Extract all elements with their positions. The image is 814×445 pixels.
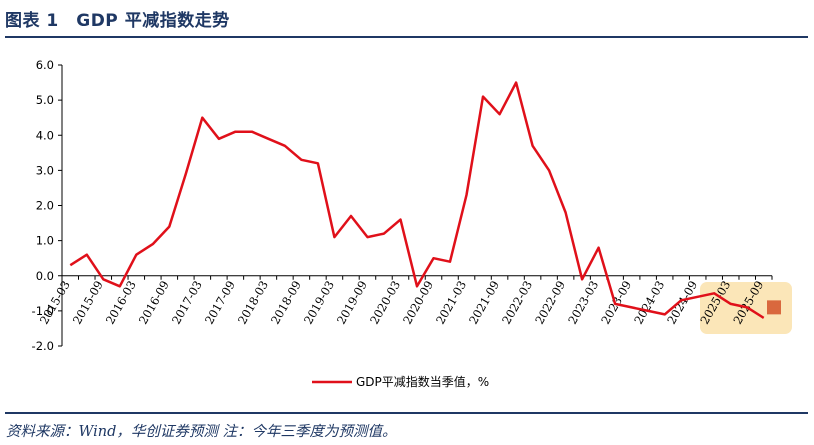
x-tick-label: 2022-03 bbox=[499, 278, 535, 326]
y-tick-label: -1.0 bbox=[32, 304, 54, 318]
x-tick-label: 2017-03 bbox=[169, 278, 205, 326]
y-tick-label: 3.0 bbox=[36, 163, 54, 177]
legend: GDP平减指数当季值，% bbox=[312, 374, 489, 389]
y-tick-label: 5.0 bbox=[36, 93, 54, 107]
y-tick-label: 2.0 bbox=[36, 199, 54, 213]
x-tick-label: 2019-09 bbox=[334, 278, 370, 326]
x-tick-label: 2021-03 bbox=[433, 278, 469, 326]
x-tick-label: 2022-09 bbox=[532, 278, 568, 326]
x-tick-label: 2020-03 bbox=[367, 278, 403, 326]
x-tick-label: 2021-09 bbox=[466, 278, 502, 326]
forecast-marker bbox=[767, 300, 781, 315]
x-tick-label: 2015-09 bbox=[70, 278, 106, 326]
y-tick-group: 6.0 5.0 4.0 3.0 2.0 1.0 0.0 -1.0 -2.0 bbox=[32, 58, 62, 353]
x-tick-label: 2023-09 bbox=[598, 278, 634, 326]
x-tick-label: 2015-03 bbox=[37, 278, 73, 326]
y-tick-label: 1.0 bbox=[36, 234, 54, 248]
x-tick-label: 2017-09 bbox=[202, 278, 238, 326]
y-tick-label: 6.0 bbox=[36, 58, 54, 72]
header-rule bbox=[5, 36, 808, 38]
x-tick-label: 2018-03 bbox=[235, 278, 271, 326]
x-tick-label: 2018-09 bbox=[268, 278, 304, 326]
figure-footer: 资料来源：Wind，华创证券预测 注：今年三季度为预测值。 bbox=[0, 408, 814, 445]
footer-rule bbox=[5, 412, 808, 414]
source-note: 资料来源：Wind，华创证券预测 注：今年三季度为预测值。 bbox=[6, 424, 397, 440]
series-line-gdp-deflator bbox=[69, 81, 765, 319]
x-tick-label: 2024-03 bbox=[631, 278, 667, 326]
x-tick-label: 2016-09 bbox=[136, 278, 172, 326]
x-tick-label: 2019-03 bbox=[301, 278, 337, 326]
figure-header: 图表 1 GDP 平减指数走势 bbox=[0, 0, 814, 40]
x-tick-label: 2024-09 bbox=[664, 278, 700, 326]
x-tick-label: 2023-03 bbox=[565, 278, 601, 326]
legend-label: GDP平减指数当季值，% bbox=[356, 374, 489, 389]
x-tick-group: 2015-032015-092016-032016-092017-032017-… bbox=[37, 275, 773, 327]
y-tick-label: 0.0 bbox=[36, 269, 54, 283]
y-tick-label: 4.0 bbox=[36, 128, 54, 142]
figure-title: 图表 1 GDP 平减指数走势 bbox=[5, 11, 230, 31]
gdp-deflator-chart: 6.05.04.03.02.01.00.0-1.0-2.0 2015-03201… bbox=[32, 58, 792, 389]
y-tick-label: -2.0 bbox=[32, 339, 54, 353]
